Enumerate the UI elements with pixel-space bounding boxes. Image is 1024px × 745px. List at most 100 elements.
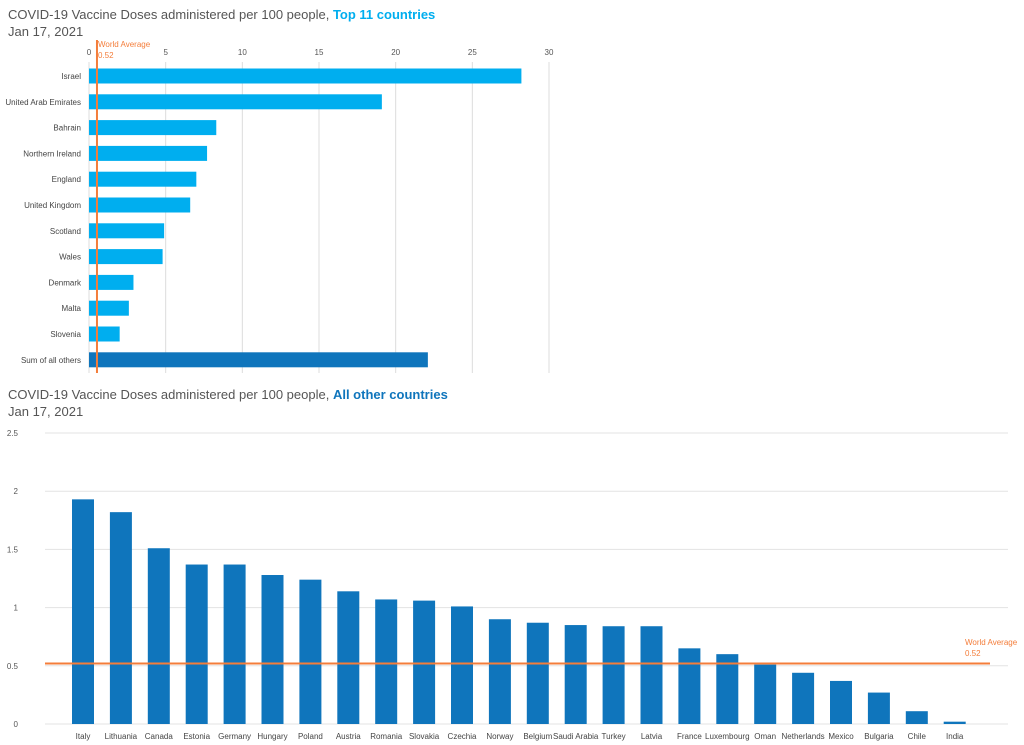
- chart1-title-highlight: Top 11 countries: [332, 7, 436, 22]
- x-tick-label: 25: [468, 48, 477, 57]
- bar: [223, 564, 246, 724]
- category-label: Slovenia: [50, 330, 81, 339]
- category-label: Slovakia: [409, 732, 440, 741]
- bar: [89, 171, 197, 187]
- chart2-title-text: COVID-19 Vaccine Doses administered per …: [8, 387, 330, 402]
- y-tick-label: 0.5: [7, 662, 19, 671]
- bar: [185, 564, 208, 724]
- bar: [451, 606, 473, 724]
- category-label: United Kingdom: [24, 201, 81, 210]
- x-tick-label: 5: [163, 48, 168, 57]
- category-label: India: [946, 732, 964, 741]
- bar: [640, 626, 663, 724]
- category-label: Wales: [59, 253, 81, 262]
- y-tick-label: 2.5: [7, 429, 19, 438]
- bar: [147, 548, 170, 724]
- world-average-value: 0.52: [98, 51, 114, 60]
- chart1-title-text: COVID-19 Vaccine Doses administered per …: [8, 7, 330, 22]
- category-label: Turkey: [602, 732, 626, 741]
- world-average-label: World Average: [965, 638, 1018, 647]
- category-label: Poland: [298, 732, 323, 741]
- x-tick-label: 20: [391, 48, 400, 57]
- bar: [109, 512, 132, 724]
- y-tick-label: 1: [14, 604, 19, 613]
- category-label: Latvia: [641, 732, 663, 741]
- bar: [867, 692, 890, 724]
- category-label: Netherlands: [782, 732, 825, 741]
- bar: [89, 249, 163, 265]
- category-label: Belgium: [523, 732, 552, 741]
- bar: [89, 274, 134, 290]
- category-label: Germany: [218, 732, 251, 741]
- bar: [337, 591, 360, 724]
- chart2-subtitle: Jan 17, 2021: [8, 404, 84, 419]
- bar: [830, 680, 852, 724]
- bar: [602, 626, 625, 724]
- category-label: Oman: [754, 732, 776, 741]
- category-label: Chile: [908, 732, 927, 741]
- bar: [89, 197, 191, 213]
- bar: [375, 599, 398, 724]
- bar: [716, 654, 739, 724]
- category-label: Denmark: [49, 278, 82, 287]
- category-label: Estonia: [183, 732, 210, 741]
- category-label: France: [677, 732, 702, 741]
- chart1-title: COVID-19 Vaccine Doses administered per …: [8, 6, 435, 23]
- category-label: Austria: [336, 732, 361, 741]
- category-label: Bulgaria: [864, 732, 894, 741]
- chart2-title-block: COVID-19 Vaccine Doses administered per …: [8, 386, 448, 420]
- category-label: Hungary: [257, 732, 287, 741]
- x-tick-label: 30: [545, 48, 554, 57]
- category-label: Malta: [61, 304, 81, 313]
- bar: [413, 600, 436, 724]
- category-label: Canada: [145, 732, 174, 741]
- bar: [261, 575, 284, 724]
- category-label: Sum of all others: [21, 356, 81, 365]
- chart2-title-highlight: All other countries: [332, 387, 448, 402]
- category-label: Romania: [370, 732, 403, 741]
- category-label: Saudi Arabia: [553, 732, 599, 741]
- bar: [89, 145, 208, 161]
- x-tick-label: 0: [87, 48, 92, 57]
- bar: [754, 664, 777, 724]
- bar: [678, 648, 701, 724]
- category-label: Bahrain: [53, 124, 81, 133]
- world-average-label: World Average: [98, 40, 151, 49]
- category-label: Israel: [61, 72, 81, 81]
- bar: [89, 300, 129, 316]
- bar: [89, 68, 522, 84]
- bar: [526, 622, 549, 724]
- category-label: Norway: [486, 732, 513, 741]
- chart2-title: COVID-19 Vaccine Doses administered per …: [8, 386, 448, 403]
- category-label: Czechia: [448, 732, 477, 741]
- category-label: Lithuania: [105, 732, 138, 741]
- chart1-title-block: COVID-19 Vaccine Doses administered per …: [8, 6, 435, 40]
- top-countries-bar-chart: 0 5 10 15 20 25 30 Israel United Arab Emirates Ba…: [5, 40, 554, 373]
- category-label: Luxembourg: [705, 732, 749, 741]
- category-label: Northern Ireland: [23, 149, 81, 158]
- chart1-subtitle: Jan 17, 2021: [8, 24, 84, 39]
- bar: [564, 625, 587, 724]
- bar: [488, 619, 511, 724]
- category-label: Mexico: [828, 732, 854, 741]
- y-tick-label: 1.5: [7, 545, 19, 554]
- bar: [299, 579, 322, 724]
- x-tick-label: 15: [315, 48, 324, 57]
- bar: [89, 223, 165, 239]
- bar: [89, 120, 217, 136]
- bar: [792, 672, 815, 724]
- world-average-value: 0.52: [965, 649, 981, 658]
- x-tick-label: 10: [238, 48, 247, 57]
- category-label: England: [52, 175, 81, 184]
- category-label: United Arab Emirates: [5, 98, 81, 107]
- bar: [943, 721, 966, 724]
- bar: [72, 499, 94, 724]
- bar: [905, 711, 928, 724]
- category-label: Scotland: [50, 227, 81, 236]
- bar: [89, 94, 382, 110]
- y-tick-label: 2: [14, 487, 19, 496]
- category-label: Italy: [76, 732, 91, 741]
- bar: [89, 352, 428, 368]
- y-tick-label: 0: [14, 720, 19, 729]
